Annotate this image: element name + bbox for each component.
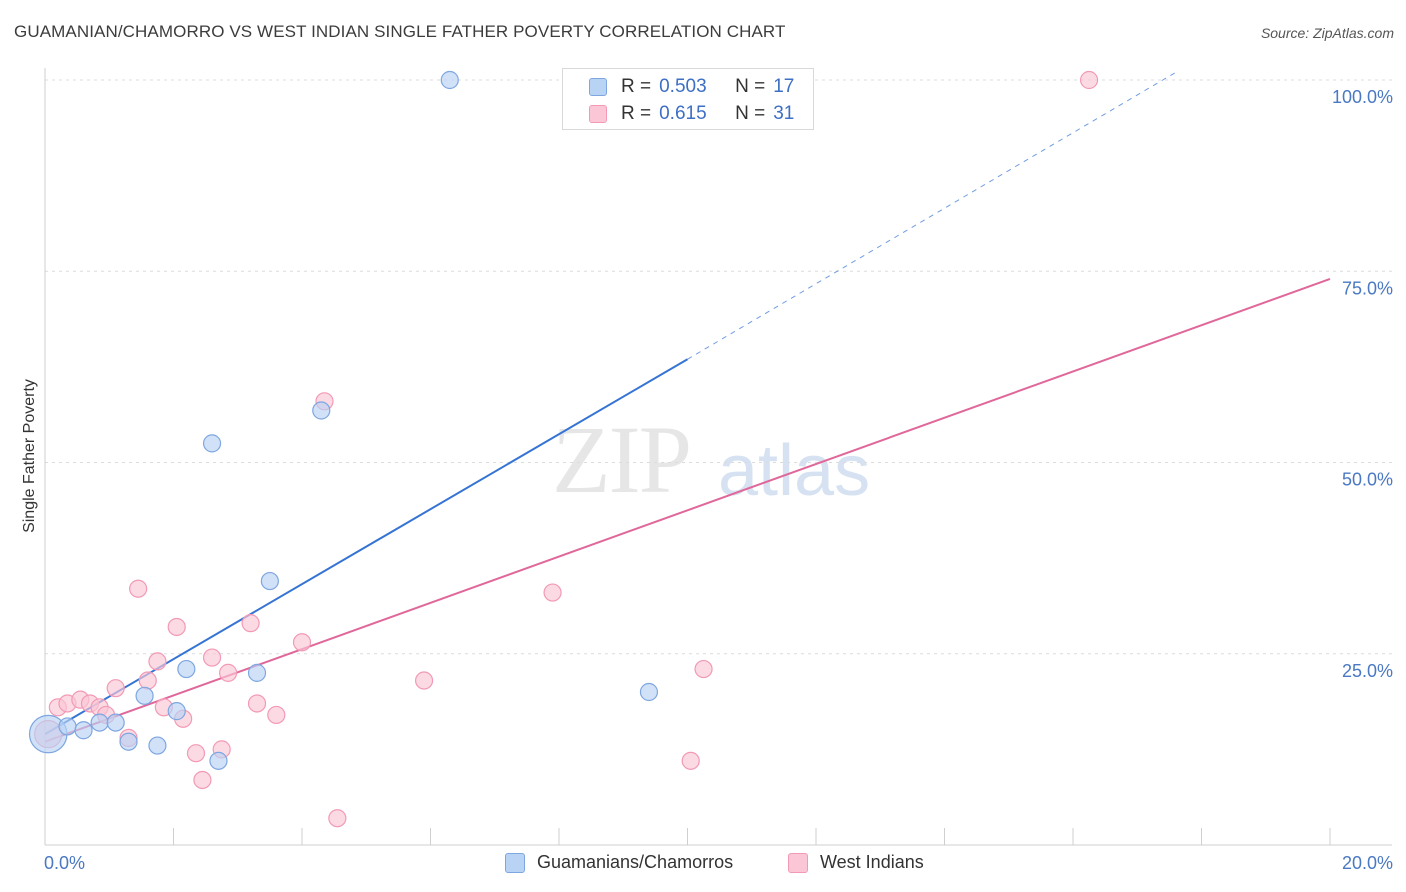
data-point-west-indians xyxy=(328,809,347,828)
x-tick-label: 20.0% xyxy=(1342,853,1393,873)
x-tick-label: 0.0% xyxy=(44,853,85,873)
legend-n-label: N = xyxy=(735,103,766,124)
source-label: Source: ZipAtlas.com xyxy=(1260,25,1394,41)
trend-line-west-indians xyxy=(44,277,1331,743)
data-point-guamanians xyxy=(639,682,659,702)
data-point-west-indians xyxy=(148,652,167,671)
data-point-west-indians xyxy=(138,671,157,690)
legend-row-west-indians: R = 0.615 N = 31 xyxy=(589,102,794,126)
data-point-guamanians xyxy=(167,702,186,721)
data-point-guamanians xyxy=(312,401,331,420)
data-point-west-indians xyxy=(1079,70,1099,90)
legend-swatch-guamanians xyxy=(589,78,607,96)
legend-n-value: 31 xyxy=(773,103,795,124)
data-point-west-indians xyxy=(247,694,267,713)
y-tick-label: 50.0% xyxy=(1342,470,1393,490)
legend-swatch-west-indians xyxy=(589,105,607,123)
chart-title: GUAMANIAN/CHAMORRO VS WEST INDIAN SINGLE… xyxy=(14,22,786,41)
data-point-west-indians xyxy=(267,705,286,725)
gridlines xyxy=(45,79,1392,655)
trend-extension-guamanians xyxy=(687,71,1177,360)
bottom-legend-label: West Indians xyxy=(820,852,924,872)
data-point-guamanians xyxy=(177,659,196,679)
data-point-west-indians xyxy=(129,579,148,598)
data-point-west-indians xyxy=(543,583,562,602)
bottom-legend-label: Guamanians/Chamorros xyxy=(537,852,734,872)
bottom-legend-west-indians: West Indians xyxy=(788,852,924,873)
data-point-west-indians xyxy=(241,614,260,633)
data-point-guamanians xyxy=(209,751,228,770)
legend-n-value: 17 xyxy=(773,76,795,97)
bottom-legend-guamanians: Guamanians/Chamorros xyxy=(505,852,733,873)
tick-labels: 25.0% 50.0% 75.0% 100.0% 0.0% 20.0% xyxy=(44,87,1393,873)
data-point-west-indians xyxy=(167,617,186,637)
data-point-guamanians xyxy=(440,70,459,90)
bottom-legend-swatch-guamanians xyxy=(505,852,525,873)
data-point-guamanians xyxy=(90,713,109,732)
data-point-guamanians xyxy=(148,736,167,755)
y-tick-label: 100.0% xyxy=(1332,87,1393,107)
legend-r-label: R = xyxy=(621,103,652,124)
data-point-west-indians xyxy=(193,770,212,790)
data-point-west-indians xyxy=(202,648,222,667)
data-point-guamanians xyxy=(106,713,125,732)
data-point-guamanians xyxy=(202,434,222,453)
data-point-west-indians xyxy=(292,633,312,652)
y-tick-label: 75.0% xyxy=(1342,278,1393,298)
axes xyxy=(44,68,1392,846)
legend-r-value: 0.503 xyxy=(659,76,707,97)
data-point-west-indians xyxy=(219,663,238,682)
trend-lines xyxy=(44,71,1331,743)
data-points xyxy=(28,70,1099,828)
data-point-guamanians xyxy=(58,717,77,736)
trend-line-guamanians xyxy=(44,358,689,735)
legend-r-label: R = xyxy=(621,76,652,97)
bottom-legend-swatch-west-indians xyxy=(788,852,808,873)
data-point-guamanians xyxy=(119,732,138,751)
data-point-west-indians xyxy=(186,744,206,763)
data-point-guamanians xyxy=(74,721,93,740)
data-point-west-indians xyxy=(106,679,125,698)
data-point-guamanians xyxy=(247,663,267,682)
y-axis-label: Single Father Poverty xyxy=(21,379,38,533)
legend-row-guamanians: R = 0.503 N = 17 xyxy=(589,75,794,99)
y-tick-label: 25.0% xyxy=(1342,661,1393,681)
legend: R = 0.503 N = 17 R = 0.615 N = 31 xyxy=(562,68,814,130)
data-point-guamanians xyxy=(260,571,279,591)
data-point-guamanians xyxy=(135,686,154,705)
legend-n-label: N = xyxy=(735,76,766,97)
data-point-west-indians xyxy=(694,659,713,679)
data-point-west-indians xyxy=(414,671,434,690)
data-point-west-indians xyxy=(681,751,700,770)
legend-r-value: 0.615 xyxy=(659,103,707,124)
